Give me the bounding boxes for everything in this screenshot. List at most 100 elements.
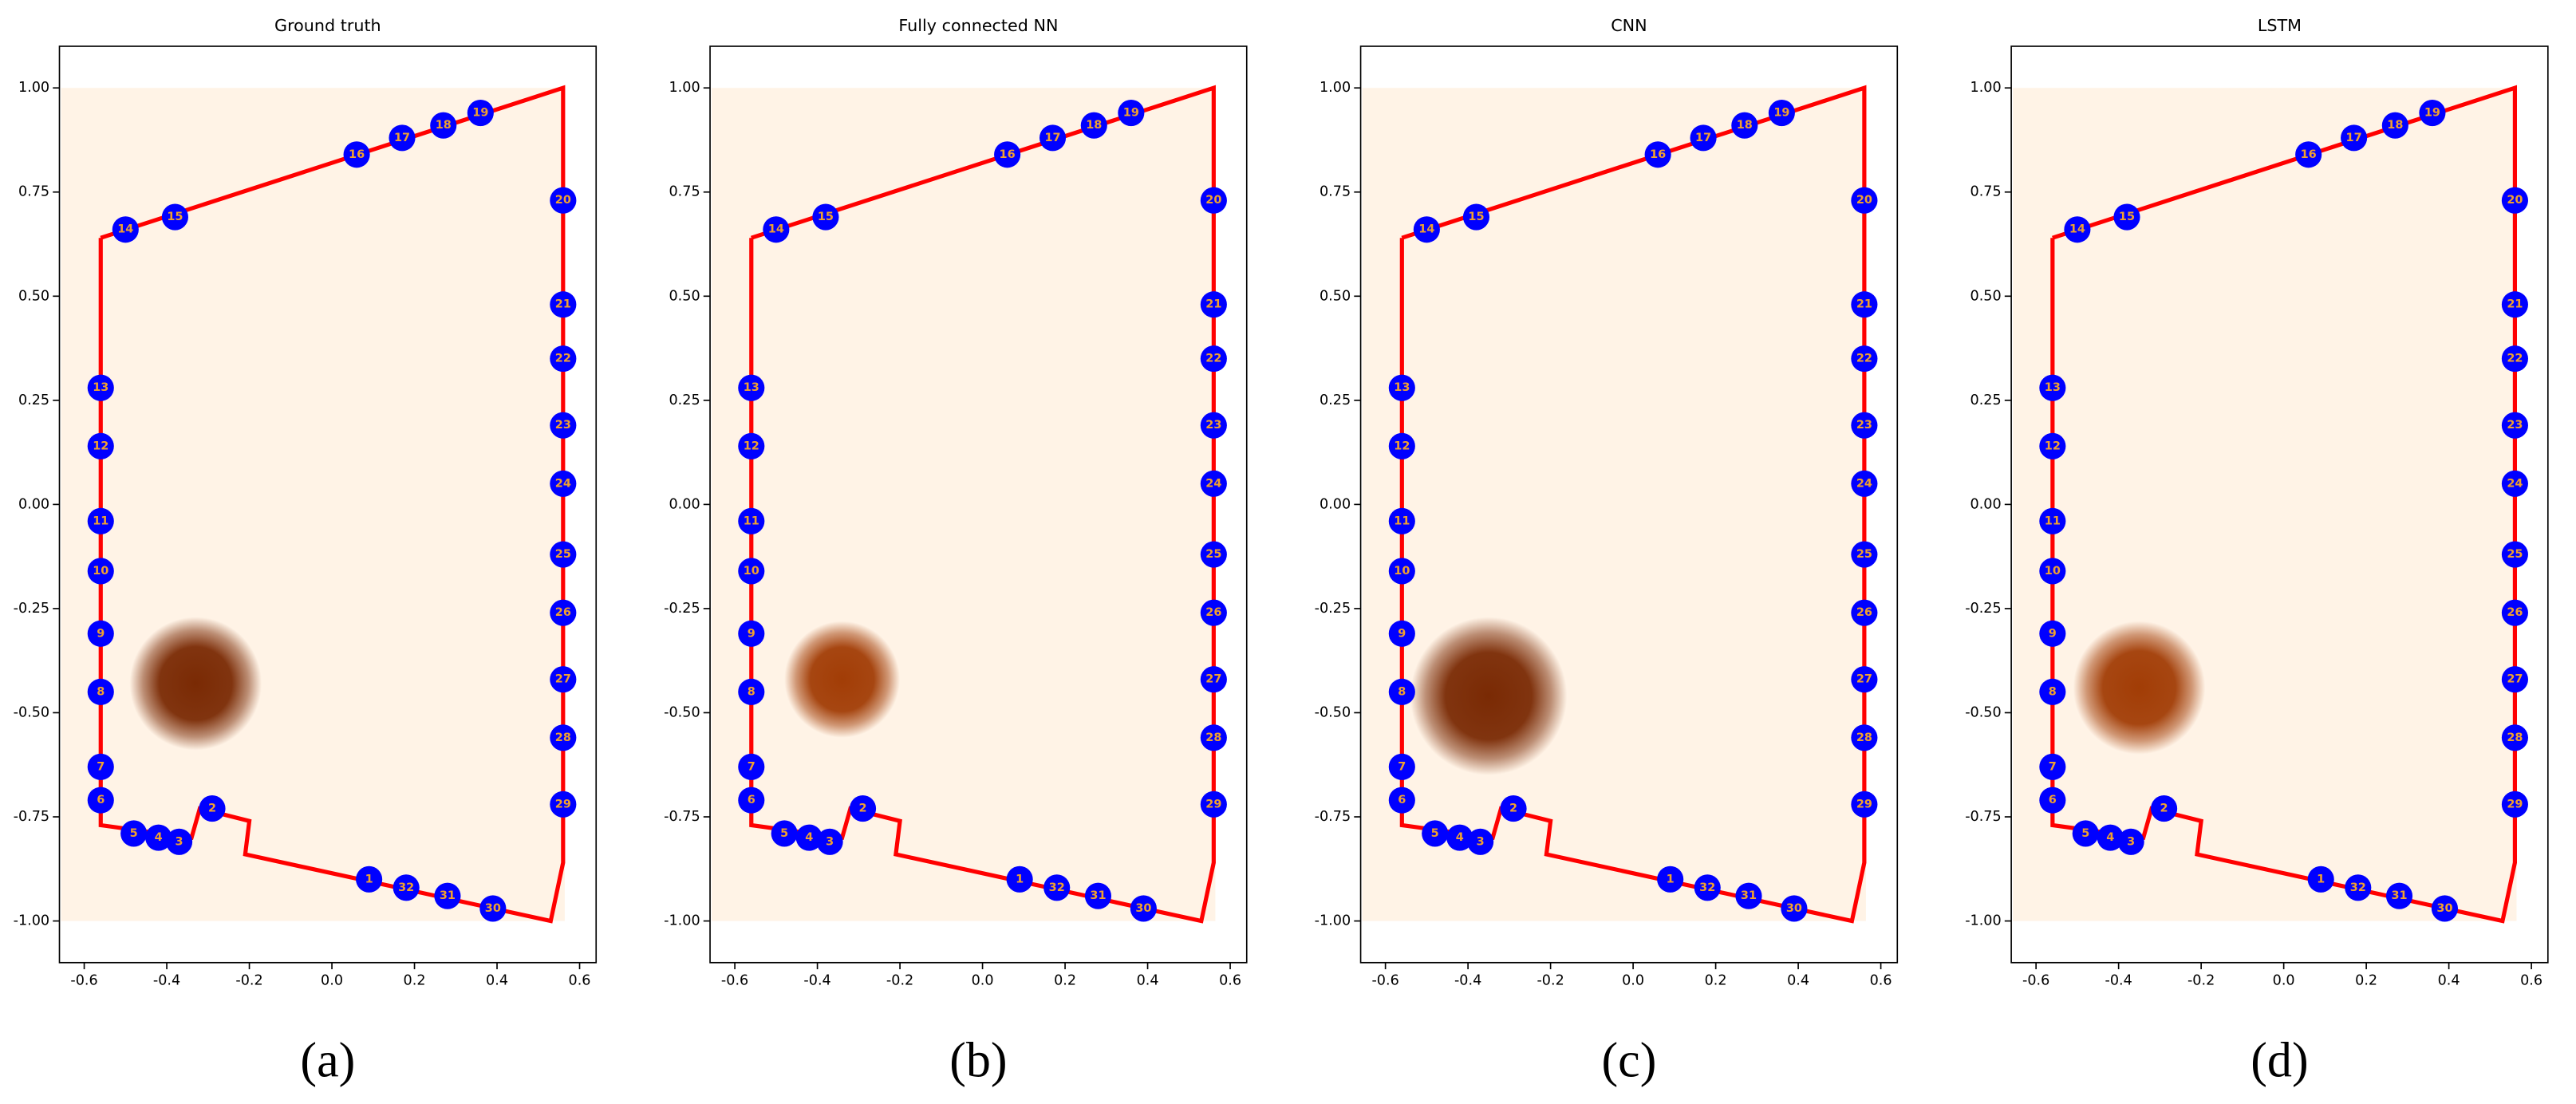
sensor-point [1768,99,1795,127]
sensor-label: 9 [1398,627,1406,640]
sensor-point [812,203,839,231]
sensor-label: 24 [1205,477,1221,490]
heatmap-blob [784,621,901,738]
sensor-point [738,432,765,459]
y-tick-label: -0.50 [14,704,49,720]
y-tick-label: -1.00 [1965,913,2001,929]
sensor-point [2117,828,2144,855]
sensor-point [550,187,577,214]
panel: -0.6 -0.4 -0.2 0.0 0.2 0.4 0.6 -1.00 -0.75 -0.50 -… [1965,16,2549,1087]
x-tick-label: -0.2 [886,973,913,989]
y-tick-label: 0.50 [18,288,49,304]
sensor-label: 27 [2507,673,2523,686]
caption: (b) [949,1033,1007,1087]
panel: -0.6 -0.4 -0.2 0.0 0.2 0.4 0.6 -1.00 -0.75 -0.50 -… [1315,16,1899,1087]
y-tick-label: -0.75 [1315,809,1351,825]
chart-title: LSTM [2258,16,2302,35]
sensor-point [87,620,114,647]
sensor-label: 7 [97,760,105,773]
sensor-point [1851,187,1878,214]
x-tick-label: 0.0 [2273,973,2295,989]
sensor-label: 3 [1477,835,1485,848]
sensor-label: 22 [555,353,571,365]
sensor-point [738,374,765,401]
sensor-label: 1 [1667,873,1675,885]
sensor-point [356,865,383,893]
sensor-label: 32 [398,881,414,894]
heatmap-field [712,88,1216,921]
sensor-point [430,112,457,139]
sensor-label: 12 [744,440,759,452]
sensor-point [771,820,798,847]
sensor-point [2501,791,2528,818]
x-tick-label: 0.6 [1219,973,1241,989]
sensor-point [1851,724,1878,751]
sensor-point [2039,787,2066,814]
sensor-label: 3 [826,835,834,848]
sensor-label: 32 [1049,881,1065,894]
sensor-label: 12 [2045,440,2061,452]
sensor-point [1388,753,1415,780]
sensor-label: 18 [1086,119,1102,132]
sensor-point [393,874,420,901]
sensor-label: 20 [555,194,571,207]
sensor-point [112,216,139,243]
sensor-label: 31 [1090,889,1106,902]
sensor-point [1735,882,1762,909]
sensor-label: 8 [97,685,105,698]
y-tick-label: 0.50 [669,288,700,304]
x-tick-label: 0.6 [1870,973,1892,989]
sensor-label: 20 [1856,194,1872,207]
sensor-label: 30 [485,902,501,915]
sensor-point [763,216,790,243]
sensor-point [1694,874,1721,901]
sensor-point [1690,124,1717,152]
sensor-point [1781,895,1808,922]
sensor-label: 9 [748,627,755,640]
x-tick-label: -0.4 [803,973,830,989]
sensor-point [1500,795,1527,822]
sensor-label: 2 [2160,802,2168,815]
sensor-point [479,895,507,922]
sensor-point [1851,345,1878,373]
y-tick-label: -1.00 [664,913,700,929]
y-tick-label: 0.25 [1320,392,1351,408]
sensor-point [2501,541,2528,568]
sensor-label: 5 [780,827,788,840]
x-tick-label: 0.4 [486,973,508,989]
y-tick-label: -0.25 [1965,601,2001,617]
sensor-point [550,412,577,439]
sensor-point [795,824,823,851]
y-tick-label: 1.00 [18,80,49,96]
x-tick-label: -0.2 [1537,973,1564,989]
sensor-label: 17 [1695,132,1711,144]
sensor-point [2385,882,2413,909]
sensor-label: 19 [472,107,488,120]
sensor-label: 22 [1856,353,1872,365]
sensor-label: 18 [1737,119,1753,132]
sensor-point [1200,345,1227,373]
heatmap-field [1362,88,1866,921]
sensor-point [1130,895,1157,922]
y-tick-label: 1.00 [1320,80,1351,96]
y-tick-label: 0.25 [18,392,49,408]
sensor-point [738,558,765,585]
sensor-label: 29 [1205,798,1221,810]
sensor-label: 14 [1418,223,1434,236]
sensor-label: 1 [1016,873,1024,885]
sensor-point [1006,865,1033,893]
sensor-point [2431,895,2459,922]
sensor-point [2501,187,2528,214]
y-tick-label: -1.00 [14,913,49,929]
sensor-point [816,828,843,855]
sensor-label: 26 [555,606,571,619]
sensor-label: 17 [1044,132,1060,144]
sensor-point [2341,124,2368,152]
y-tick-label: -0.50 [1965,704,2001,720]
x-tick-label: 0.4 [1137,973,1159,989]
sensor-point [550,599,577,626]
sensor-point [550,541,577,568]
sensor-label: 18 [2387,119,2403,132]
sensor-label: 10 [2045,565,2061,578]
heatmap-field [2013,88,2517,921]
